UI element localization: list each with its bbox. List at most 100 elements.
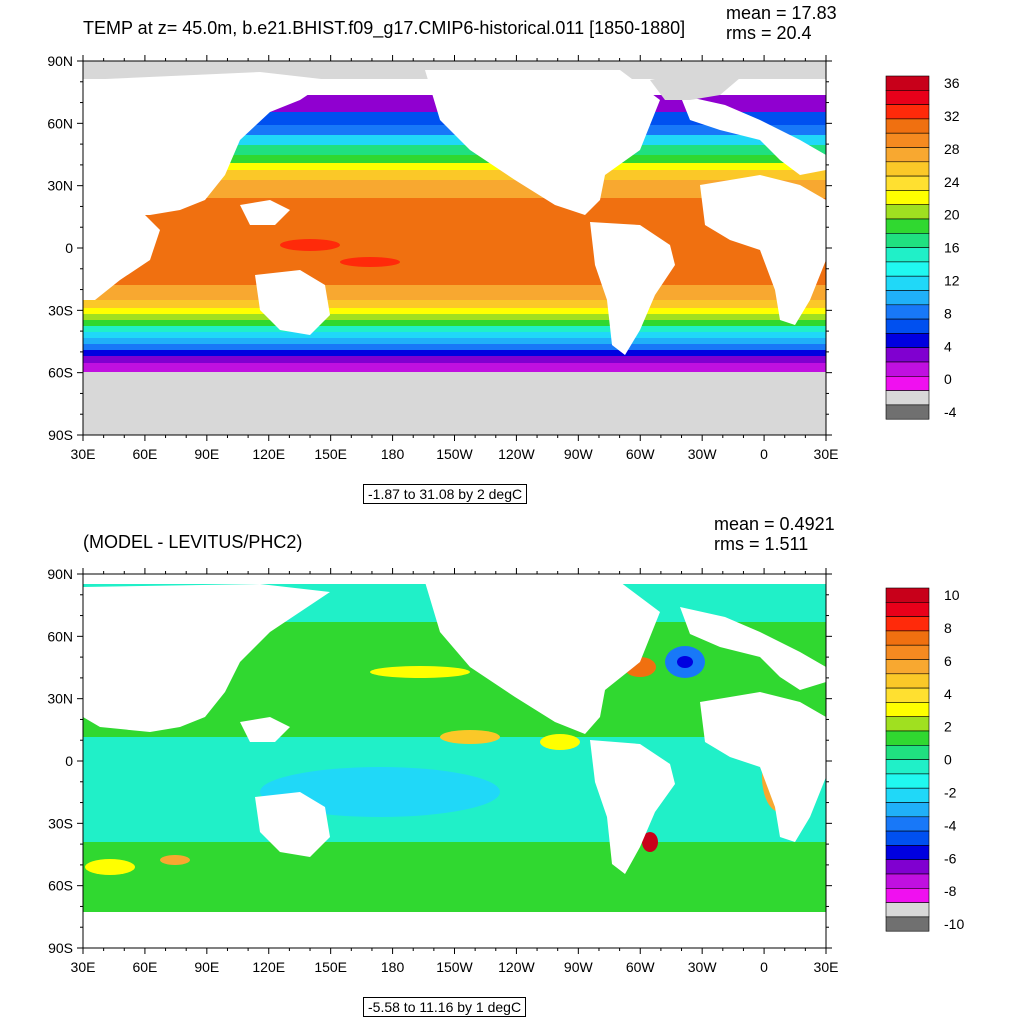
colorbar-cell	[885, 233, 930, 248]
colorbar-cell	[885, 147, 930, 163]
colorbar-cell	[885, 716, 930, 732]
colorbar-cell	[885, 687, 930, 703]
colorbar-cell	[885, 247, 930, 263]
colorbar-cell	[885, 333, 930, 348]
colorbar-cell	[885, 759, 930, 775]
top-rms: rms = 20.4	[726, 23, 812, 43]
colorbar-cell	[885, 261, 930, 277]
colorbar-cell	[885, 601, 930, 617]
colorbar-cell	[885, 787, 930, 803]
colorbar-label: 32	[944, 108, 960, 124]
lat-label: 60S	[48, 878, 73, 894]
colorbar-cell	[885, 118, 930, 134]
top-range-label: -1.87 to 31.08 by 2 degC	[363, 484, 528, 504]
colorbar-label: 12	[944, 272, 960, 288]
colorbar-cell	[885, 845, 930, 860]
colorbar-cell	[885, 104, 930, 120]
lon-label: 60W	[626, 959, 656, 975]
lat-label: 0	[65, 753, 73, 769]
lon-label: 0	[760, 959, 768, 975]
lon-label: 90W	[564, 959, 594, 975]
colorbar-label: 0	[944, 371, 952, 387]
lon-label: 180	[381, 446, 405, 462]
colorbar-label: 10	[944, 587, 960, 603]
bottom-map: 90N 60N 30N 0 30S 60S 90S 30E 60E 90E 120E 150E 180…	[47, 566, 839, 975]
colorbar-cell	[885, 745, 930, 760]
colorbar-cell	[885, 916, 930, 932]
lon-label: 30E	[71, 959, 96, 975]
bottom-mean: mean = 0.4921	[714, 514, 835, 534]
colorbar-cell	[885, 204, 930, 220]
colorbar-label: 2	[944, 719, 952, 735]
colorbar-cell	[885, 290, 930, 306]
bottom-rms: rms = 1.511	[714, 534, 809, 554]
colorbar-cell	[885, 859, 930, 875]
colorbar-label: 0	[944, 752, 952, 768]
colorbar-label: -4	[944, 817, 957, 833]
bottom-title: (MODEL - LEVITUS/PHC2)	[83, 532, 303, 552]
lon-label: 150W	[436, 446, 473, 462]
colorbar-label: 4	[944, 686, 952, 702]
lon-label: 150E	[314, 959, 347, 975]
colorbar-cell	[885, 630, 930, 646]
top-colorbar: 36 32 28 24 20 16 12 8 4 0 -4	[885, 75, 960, 420]
colorbar-cell	[885, 873, 930, 889]
colorbar-cell	[885, 75, 930, 91]
colorbar-cell	[885, 318, 930, 334]
lon-label: 120W	[498, 446, 535, 462]
lon-label: 30E	[814, 959, 839, 975]
colorbar-label: 36	[944, 75, 960, 91]
lat-label: 90N	[47, 566, 73, 582]
lat-label: 0	[65, 240, 73, 256]
top-mean: mean = 17.83	[726, 3, 837, 23]
colorbar-cell	[885, 404, 930, 420]
lat-label: 30S	[48, 302, 73, 318]
lon-label: 90E	[194, 446, 219, 462]
lon-label: 60W	[626, 446, 656, 462]
colorbar-cell	[885, 659, 930, 675]
lon-label: 90E	[194, 959, 219, 975]
colorbar-cell	[885, 275, 930, 291]
colorbar-cell	[885, 587, 930, 603]
lon-label: 120E	[252, 446, 285, 462]
colorbar-cell	[885, 190, 930, 206]
colorbar-cell	[885, 802, 930, 818]
colorbar-cell	[885, 702, 930, 718]
colorbar-label: 20	[944, 207, 960, 223]
colorbar-cell	[885, 902, 930, 918]
lon-label: 30E	[814, 446, 839, 462]
lon-label: 180	[381, 959, 405, 975]
top-map: 90N 60N 30N 0 30S 60S 90S 30E 60E 90E 120E 150E 180…	[47, 53, 839, 462]
bottom-range-label: -5.58 to 11.16 by 1 degC	[363, 997, 527, 1017]
lat-label: 60S	[48, 365, 73, 381]
lon-label: 150W	[436, 959, 473, 975]
colorbar-cell	[885, 730, 930, 746]
colorbar-cell	[885, 773, 930, 789]
colorbar-cell	[885, 347, 930, 363]
lon-label: 30W	[688, 446, 718, 462]
lat-label: 90S	[48, 427, 73, 443]
lat-label: 60N	[47, 115, 73, 131]
colorbar-label: 8	[944, 620, 952, 636]
lon-label: 60E	[132, 446, 157, 462]
lon-label: 120E	[252, 959, 285, 975]
colorbar-label: -2	[944, 784, 957, 800]
colorbar-label: 24	[944, 174, 960, 190]
colorbar-cell	[885, 89, 930, 105]
colorbar-label: 16	[944, 240, 960, 256]
colorbar-cell	[885, 616, 930, 632]
colorbar-label: -10	[944, 916, 964, 932]
colorbar-label: 28	[944, 141, 960, 157]
colorbar-cell	[885, 673, 930, 689]
lat-label: 30N	[47, 691, 73, 707]
lat-label: 90N	[47, 53, 73, 69]
bottom-panel: (MODEL - LEVITUS/PHC2) mean = 0.4921 rms…	[0, 512, 1024, 1024]
colorbar-label: -6	[944, 850, 957, 866]
colorbar-cell	[885, 218, 930, 234]
colorbar-cell	[885, 390, 930, 406]
lat-label: 30S	[48, 815, 73, 831]
lat-label: 60N	[47, 628, 73, 644]
colorbar-cell	[885, 887, 930, 903]
colorbar-cell	[885, 304, 930, 320]
lat-label: 30N	[47, 178, 73, 194]
